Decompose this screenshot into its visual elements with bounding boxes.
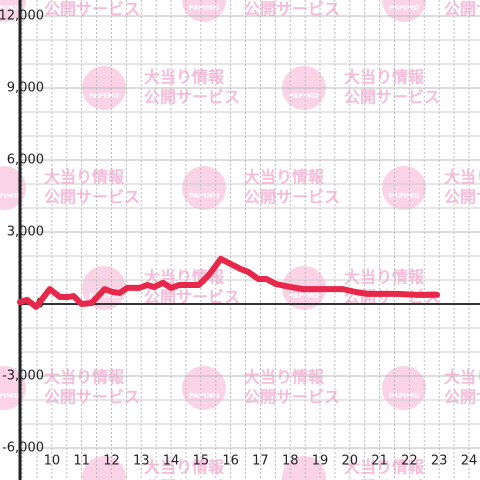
watermark-line2: 公開サービス — [44, 188, 140, 207]
x-tick-label: 19 — [312, 454, 329, 469]
x-tick-label: 23 — [431, 454, 448, 469]
watermark-logo-text: PAPIMO — [89, 292, 120, 300]
watermark-line1: 大当り情報 — [144, 68, 225, 87]
x-tick-label: 11 — [73, 454, 90, 469]
watermark-logo-text: PAPIMO — [389, 192, 420, 200]
x-tick-label: 14 — [163, 454, 180, 469]
watermark-logo-text: PAPIMO — [0, 192, 19, 200]
watermark-logo — [82, 456, 126, 480]
watermark-line2: 公開サービス — [244, 0, 340, 19]
watermark-line2: 公開サービス — [44, 0, 140, 19]
x-tick-label: 24 — [461, 454, 478, 469]
watermark-line2: 公開サービス — [344, 88, 440, 107]
watermark-line1: 大当り情報 — [344, 458, 425, 477]
watermark-line1: 大当り情報 — [344, 68, 425, 87]
watermark-logo — [182, 166, 226, 210]
watermark-logo-text: PAPIMO — [189, 4, 220, 12]
watermark-logo — [182, 366, 226, 410]
watermark-logo-text: PAPIMO — [189, 192, 220, 200]
watermark-logo-text: PAPIMO — [289, 292, 320, 300]
x-tick-label: 16 — [222, 454, 239, 469]
watermark-line1: 大当り情報 — [344, 268, 425, 287]
watermark-logo-text: PAPIMO — [89, 92, 120, 100]
line-series — [17, 255, 441, 310]
watermark-line2: 公開サービス — [44, 388, 140, 407]
watermark-logo-text: PAPIMO — [289, 92, 320, 100]
plot — [17, 255, 441, 310]
watermark-logo — [282, 456, 326, 480]
watermark-line1: 大当り情報 — [144, 458, 225, 477]
watermark-line2: 公開サービス — [344, 478, 440, 480]
y-tick-label: -6,000 — [2, 441, 44, 456]
watermark-line1: 大当り情報 — [244, 368, 325, 387]
watermark-logo-text: PAPIMO — [0, 4, 19, 12]
watermark-logo-text: PAPIMO — [389, 4, 420, 12]
x-tick-label: 18 — [282, 454, 299, 469]
y-tick-label: 6,000 — [7, 153, 44, 168]
watermark-line2: 公開サービス — [444, 188, 480, 207]
watermark-line2: 公開サービス — [244, 188, 340, 207]
x-tick-label: 13 — [133, 454, 150, 469]
watermark-line1: 大当り情報 — [44, 368, 125, 387]
y-tick-label: 9,000 — [7, 81, 44, 96]
watermark-logo-text: PAPIMO — [389, 392, 420, 400]
x-tick-label: 12 — [103, 454, 120, 469]
y-tick-label: -3,000 — [2, 369, 44, 384]
watermark-line1: 大当り情報 — [44, 168, 125, 187]
watermark-logo-text: PAPIMO — [0, 392, 19, 400]
watermark-line1: 大当り情報 — [444, 368, 480, 387]
watermark-line1: 大当り情報 — [444, 168, 480, 187]
watermark-logo-text: PAPIMO — [189, 392, 220, 400]
x-tick-label: 15 — [193, 454, 210, 469]
x-tick-label: 20 — [342, 454, 359, 469]
watermark-line2: 公開サービス — [244, 388, 340, 407]
watermark-line2: 公開サービス — [444, 0, 480, 19]
y-tick-label: 3,000 — [7, 225, 44, 240]
watermark-logo — [382, 366, 426, 410]
x-tick-label: 10 — [44, 454, 61, 469]
watermark-line2: 公開サービス — [444, 388, 480, 407]
x-tick-label: 22 — [401, 454, 418, 469]
watermark-line2: 公開サービス — [144, 88, 240, 107]
y-tick-label: 12,000 — [0, 9, 44, 24]
x-tick-label: 21 — [371, 454, 388, 469]
watermark-line2: 公開サービス — [144, 478, 240, 480]
x-tick-label: 17 — [252, 454, 269, 469]
watermark-logo — [382, 166, 426, 210]
